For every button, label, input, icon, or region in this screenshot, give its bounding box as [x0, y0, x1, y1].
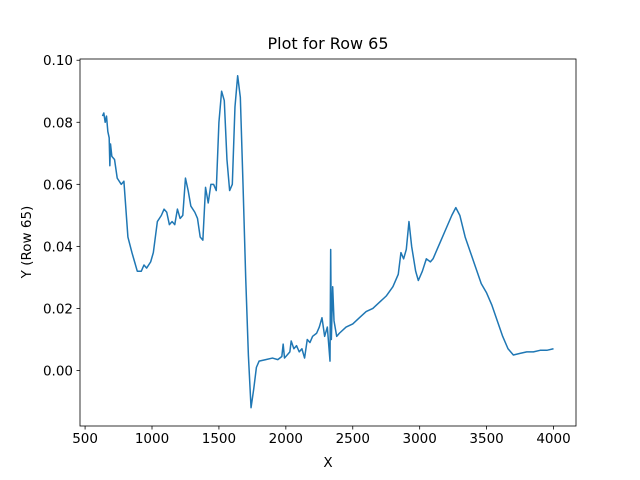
data-line	[101, 75, 554, 409]
x-tick-label: 4000	[536, 431, 570, 447]
x-tick-label: 500	[72, 431, 98, 447]
y-axis-label: Y (Row 65)	[19, 206, 35, 280]
x-tick-label: 2500	[336, 431, 370, 447]
x-tick-label: 3500	[469, 431, 503, 447]
y-tick-label: 0.02	[43, 301, 73, 317]
x-tick-label: 1000	[135, 431, 169, 447]
y-tick-label: 0.08	[43, 115, 73, 131]
x-axis-label: X	[323, 455, 332, 471]
y-tick-label: 0.10	[43, 53, 73, 69]
chart-title: Plot for Row 65	[267, 34, 388, 53]
x-tick-label: 2000	[269, 431, 303, 447]
x-tick-label: 1500	[202, 431, 236, 447]
y-tick-label: 0.00	[43, 363, 73, 379]
x-tick-label: 3000	[402, 431, 436, 447]
plot-frame	[79, 58, 577, 427]
y-tick-label: 0.06	[43, 177, 73, 193]
y-tick-label: 0.04	[43, 239, 73, 255]
